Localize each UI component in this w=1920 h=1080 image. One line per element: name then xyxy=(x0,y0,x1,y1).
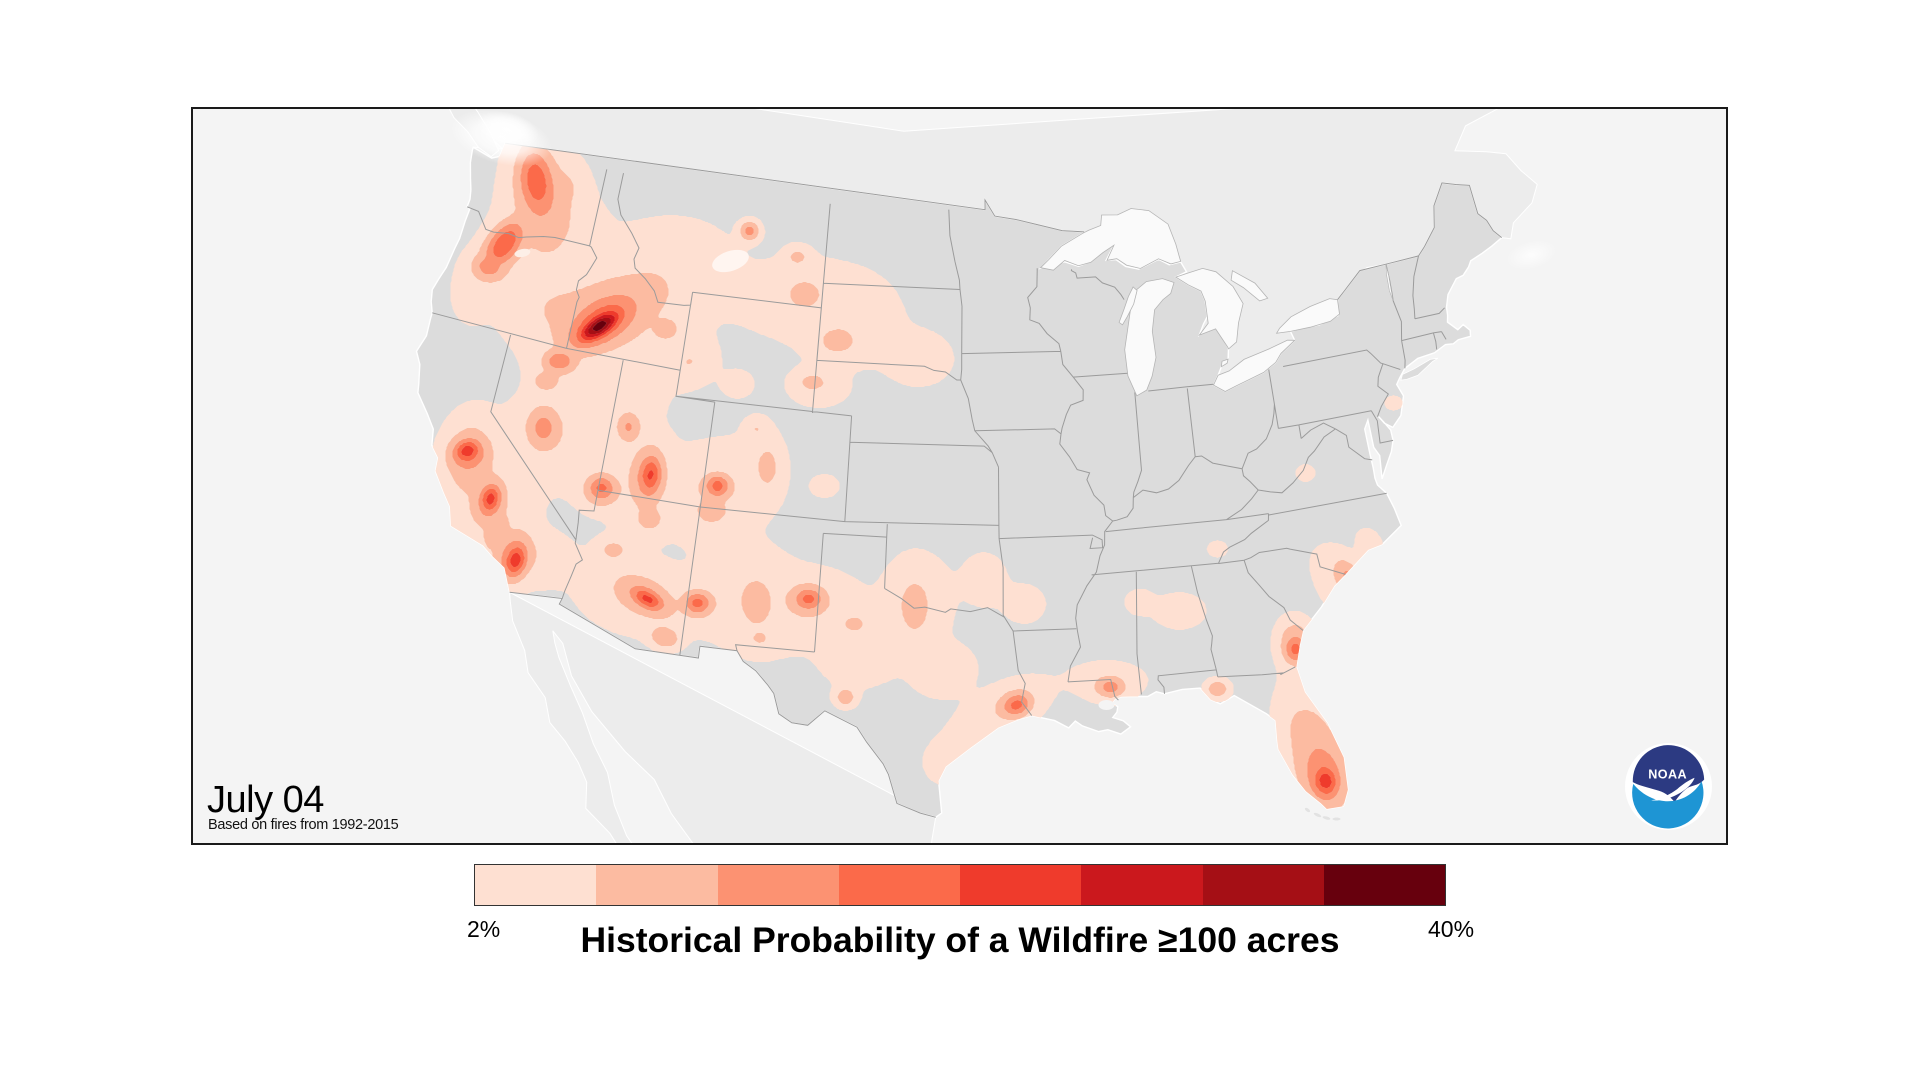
svg-text:NOAA: NOAA xyxy=(1648,768,1687,782)
